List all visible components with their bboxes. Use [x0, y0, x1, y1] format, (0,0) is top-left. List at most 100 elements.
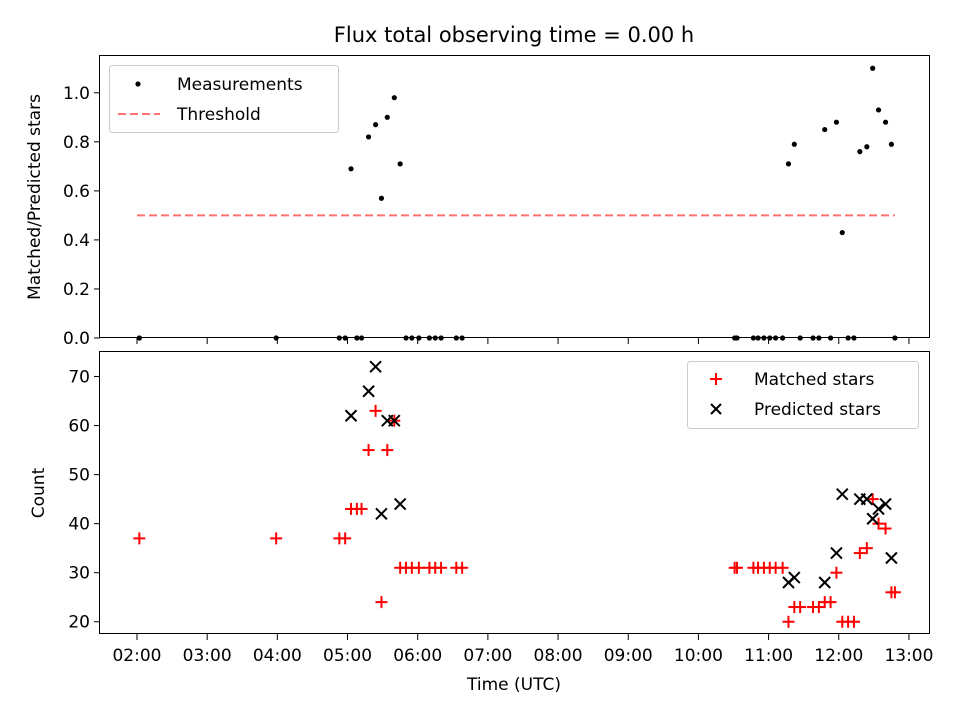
- legend-predicted-label: Predicted stars: [754, 400, 881, 420]
- predicted-star-point: [344, 409, 358, 422]
- matched-star-point: [133, 532, 146, 545]
- measurement-point: [785, 161, 792, 167]
- count-axes: 20 30 40 50 60 70 02:00 03:00 04:00 05:00 06:00 07…: [29, 351, 933, 695]
- measurement-point: [839, 229, 845, 236]
- predicted-star-point: [830, 546, 843, 560]
- predicted-star-point: [872, 502, 885, 516]
- measurement-point: [348, 166, 354, 172]
- ratio-y-tick-label: 0.0: [63, 329, 90, 349]
- x-tick-label: 04:00: [253, 646, 302, 666]
- ratio-axes: 0.0 0.2 0.4 0.6 0.8 1.0 Matched/Predicted sta…: [25, 55, 930, 349]
- measurement-point: [870, 65, 876, 71]
- legend-matched-marker: [710, 373, 722, 385]
- predicted-star-point: [362, 385, 375, 398]
- predicted-star-point: [369, 360, 382, 373]
- count-y-tick-label: 50: [68, 466, 90, 486]
- x-tick-label: 02:00: [112, 646, 161, 666]
- matched-star-point: [369, 404, 382, 417]
- matched-star-point: [270, 532, 283, 545]
- legend-threshold-label: Threshold: [176, 105, 261, 125]
- x-tick-label: 08:00: [534, 646, 583, 666]
- measurement-point: [397, 161, 403, 167]
- measurement-point: [882, 119, 889, 125]
- ratio-y-axis-label: Matched/Predicted stars: [25, 94, 45, 300]
- x-tick-label: 06:00: [393, 646, 442, 666]
- ratio-x-ticks: [136, 338, 910, 344]
- predicted-star-point: [879, 497, 892, 511]
- matched-star-point: [362, 444, 375, 457]
- legend-predicted-marker: [710, 403, 722, 415]
- matched-star-point: [830, 566, 843, 579]
- legend-measurements-label: Measurements: [177, 75, 303, 95]
- matched-star-point: [435, 561, 448, 574]
- matched-star-point: [731, 561, 744, 574]
- matched-star-point: [339, 532, 352, 545]
- chart-title: Flux total observing time = 0.00 h: [334, 23, 694, 47]
- measurement-point: [372, 122, 379, 128]
- ratio-y-tick-label: 0.6: [63, 182, 90, 202]
- ratio-y-axis: 0.0 0.2 0.4 0.6 0.8 1.0: [63, 84, 100, 349]
- x-tick-label: 12:00: [814, 646, 863, 666]
- matched-star-point: [412, 561, 425, 574]
- predicted-star-point: [393, 497, 407, 511]
- matched-star-point: [375, 596, 388, 609]
- count-y-tick-label: 60: [68, 417, 90, 437]
- matched-star-point: [355, 502, 368, 515]
- count-x-axis: 02:00 03:00 04:00 05:00 06:00 07:00 08:00 09:00…: [112, 634, 933, 666]
- predicted-star-point: [818, 576, 831, 589]
- ratio-y-tick-label: 0.4: [63, 231, 90, 251]
- predicted-star-point: [375, 507, 388, 521]
- count-y-axis-label: Count: [29, 467, 49, 518]
- measurement-point: [857, 149, 863, 155]
- matched-star-point: [866, 493, 879, 506]
- count-y-tick-label: 30: [68, 564, 90, 584]
- predicted-star-point: [836, 488, 849, 501]
- measurement-point: [365, 134, 372, 140]
- count-y-tick-label: 40: [68, 515, 90, 535]
- measurement-point: [822, 126, 828, 133]
- predicted-star-point: [885, 551, 898, 565]
- count-legend-box: [687, 361, 919, 429]
- x-tick-label: 05:00: [323, 646, 372, 666]
- ratio-axes-frame: [99, 55, 930, 338]
- matched-star-point: [860, 542, 873, 555]
- ratio-y-tick-label: 0.8: [63, 133, 90, 153]
- predicted-star-point: [788, 571, 801, 584]
- x-tick-label: 03:00: [183, 646, 232, 666]
- matched-star-point: [879, 522, 892, 535]
- matched-star-point: [776, 561, 789, 574]
- measurement-point: [864, 144, 870, 150]
- measurement-point: [875, 107, 882, 113]
- count-y-tick-label: 20: [68, 613, 90, 633]
- measurement-point: [833, 119, 840, 125]
- ratio-legend-box: [109, 65, 339, 133]
- ratio-y-tick-label: 1.0: [63, 84, 90, 104]
- x-tick-label: 11:00: [744, 646, 793, 666]
- count-legend: Matched stars Predicted stars: [687, 361, 919, 429]
- measurement-point: [391, 95, 397, 101]
- matched-star-point: [381, 444, 394, 457]
- matched-star-point: [853, 547, 866, 560]
- matched-star-point: [794, 601, 807, 614]
- legend-matched-label: Matched stars: [754, 370, 874, 390]
- matched-star-point: [847, 615, 860, 628]
- x-tick-label: 07:00: [463, 646, 512, 666]
- count-axes-frame: [99, 351, 930, 634]
- measurement-point: [888, 141, 895, 147]
- count-y-axis: 20 30 40 50 60 70: [68, 368, 100, 633]
- matched-star-point: [456, 561, 469, 574]
- measurement-point: [384, 114, 390, 120]
- matched-star-point: [888, 586, 901, 599]
- legend-measurements-marker: [135, 81, 141, 87]
- x-axis-label: Time (UTC): [466, 675, 561, 695]
- predicted-star-point: [860, 492, 874, 506]
- measurement-point: [378, 195, 385, 201]
- matched-star-point: [782, 615, 795, 628]
- count-y-tick-label: 70: [68, 368, 90, 388]
- predicted-star-point: [388, 414, 401, 427]
- x-tick-label: 10:00: [674, 646, 723, 666]
- ratio-legend: Measurements Threshold: [109, 65, 339, 133]
- predicted-star-point: [866, 512, 879, 525]
- x-tick-label: 13:00: [884, 646, 933, 666]
